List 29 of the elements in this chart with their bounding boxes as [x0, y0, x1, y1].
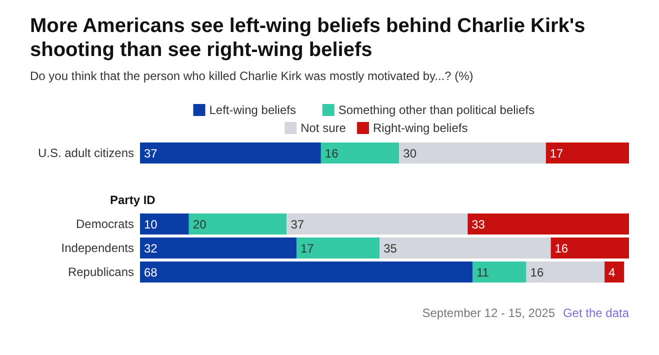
y-tick-label: U.S. adult citizens — [38, 146, 134, 160]
data-label: 11 — [476, 266, 490, 280]
y-tick-label: Democrats — [76, 217, 134, 231]
data-label: 30 — [403, 146, 417, 160]
text: Get the data — [562, 306, 630, 320]
data-label: 33 — [472, 218, 486, 232]
legend-label: Left-wing beliefs — [209, 103, 296, 117]
legend-label: Right-wing beliefs — [373, 121, 468, 135]
data-label: 16 — [530, 266, 544, 280]
data-label: 16 — [324, 146, 339, 160]
y-tick-label: Independents — [61, 241, 134, 255]
y-tick-label: Republicans — [68, 265, 134, 279]
chart-subtitle: Do you think that the person who killed Charlie Kirk was mostly motivated by...? (%) — [30, 69, 474, 83]
data-label: 16 — [554, 242, 568, 256]
data-label: 37 — [144, 146, 158, 160]
data-label: 37 — [290, 218, 304, 232]
data-label: 20 — [192, 218, 207, 232]
chart-title: More Americans see left-wing beliefs behind Charlie Kirk's shooting than see right-wing beliefs — [30, 15, 586, 61]
data-label: 17 — [300, 242, 314, 256]
data-label: 17 — [550, 146, 564, 160]
legend-label: Something other than political beliefs — [338, 103, 534, 117]
data-label: 68 — [144, 266, 158, 280]
data-label: 35 — [384, 242, 398, 256]
legend-label: Not sure — [300, 121, 346, 135]
data-label: 4 — [608, 266, 616, 280]
data-label: 32 — [144, 242, 158, 256]
text: September 12 - 15, 2025 — [422, 306, 556, 320]
data-label: 10 — [144, 218, 158, 232]
y-tick-label: Party ID — [110, 193, 156, 207]
